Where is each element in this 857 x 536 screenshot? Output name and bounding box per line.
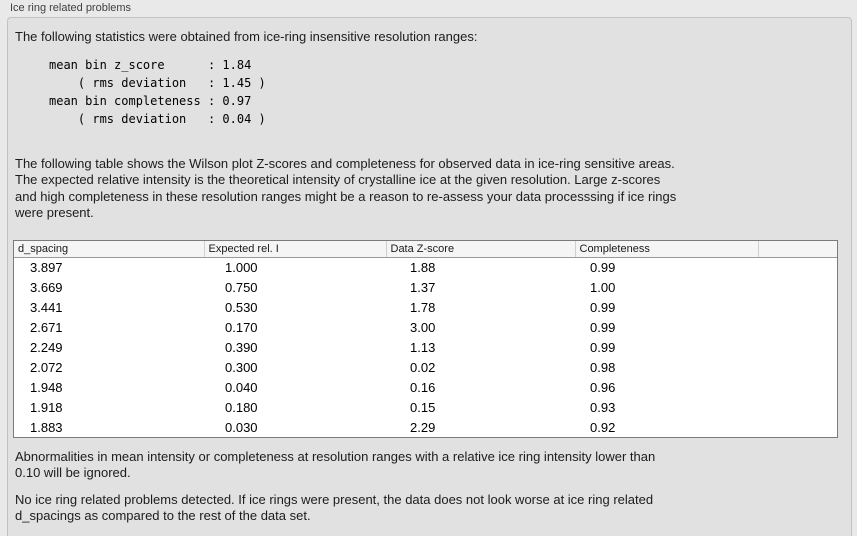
ice-ring-table: d_spacing Expected rel. I Data Z-score Comp… (13, 240, 838, 438)
table-cell: 1.883 (30, 419, 63, 435)
column-header-empty[interactable] (757, 241, 837, 258)
table-cell: 0.16 (410, 379, 436, 395)
table-row[interactable]: 1.918 0.180 0.15 0.93 (14, 397, 837, 417)
table-cell: 0.300 (225, 359, 258, 375)
table-cell-empty (758, 377, 837, 397)
table-cell: 0.530 (225, 299, 258, 315)
table-cell: 3.897 (30, 259, 63, 275)
table-cell-empty (758, 357, 837, 377)
table-cell: 1.37 (410, 279, 436, 295)
table-cell: 1.13 (410, 339, 436, 355)
table-row[interactable]: 2.072 0.300 0.02 0.98 (14, 357, 837, 377)
table-row[interactable]: 2.249 0.390 1.13 0.99 (14, 337, 837, 357)
column-header-completeness[interactable]: Completeness (574, 241, 758, 258)
table-cell: 1.88 (410, 259, 436, 275)
table-cell: 0.390 (225, 339, 258, 355)
table-cell: 3.00 (410, 319, 436, 335)
table-cell: 2.072 (30, 359, 63, 375)
table-cell: 0.99 (590, 299, 616, 315)
table-row[interactable]: 1.883 0.030 2.29 0.92 (14, 417, 837, 437)
table-cell: 2.29 (410, 419, 436, 435)
table-cell: 1.918 (30, 399, 63, 415)
table-cell: 0.99 (590, 319, 616, 335)
table-cell: 0.99 (590, 259, 616, 275)
table-cell: 0.170 (225, 319, 258, 335)
table-cell: 0.98 (590, 359, 616, 375)
table-cell: 1.00 (590, 279, 616, 295)
stats-intro-text: The following statistics were obtained f… (15, 29, 478, 44)
table-cell: 2.249 (30, 339, 63, 355)
table-cell-empty (758, 297, 837, 317)
table-row[interactable]: 2.671 0.170 3.00 0.99 (14, 317, 837, 337)
table-cell: 2.671 (30, 319, 63, 335)
table-cell: 0.99 (590, 339, 616, 355)
table-cell: 1.000 (225, 259, 258, 275)
column-header-expected-rel-i[interactable]: Expected rel. I (203, 241, 386, 258)
table-cell: 0.15 (410, 399, 436, 415)
table-cell: 0.02 (410, 359, 436, 375)
table-row[interactable]: 3.669 0.750 1.37 1.00 (14, 277, 837, 297)
table-cell: 0.040 (225, 379, 258, 395)
table-cell: 0.750 (225, 279, 258, 295)
table-cell-empty (758, 417, 837, 437)
table-row[interactable]: 3.441 0.530 1.78 0.99 (14, 297, 837, 317)
table-cell-empty (758, 337, 837, 357)
table-cell: 0.030 (225, 419, 258, 435)
table-cell: 0.180 (225, 399, 258, 415)
ignore-note-text: Abnormalities in mean intensity or compl… (15, 449, 656, 481)
ice-ring-group-box: The following statistics were obtained f… (7, 17, 852, 536)
table-cell: 1.948 (30, 379, 63, 395)
table-cell: 0.96 (590, 379, 616, 395)
table-intro-text: The following table shows the Wilson plo… (15, 156, 677, 221)
table-cell-empty (758, 277, 837, 297)
result-note-text: No ice ring related problems detected. I… (15, 492, 654, 524)
table-cell: 0.93 (590, 399, 616, 415)
table-row[interactable]: 1.948 0.040 0.16 0.96 (14, 377, 837, 397)
table-cell: 3.441 (30, 299, 63, 315)
table-cell-empty (758, 317, 837, 337)
table-cell: 3.669 (30, 279, 63, 295)
table-cell-empty (758, 397, 837, 417)
column-header-d-spacing[interactable]: d_spacing (14, 241, 204, 258)
table-row[interactable]: 3.897 1.000 1.88 0.99 (14, 257, 837, 277)
column-header-data-z-score[interactable]: Data Z-score (385, 241, 575, 258)
table-cell: 0.92 (590, 419, 616, 435)
panel-title: Ice ring related problems (10, 2, 132, 14)
table-cell-empty (758, 257, 837, 277)
table-header-row: d_spacing Expected rel. I Data Z-score Comp… (14, 241, 837, 258)
table-cell: 1.78 (410, 299, 436, 315)
stats-block: mean bin z_score : 1.84 ( rms deviation … (49, 58, 266, 126)
